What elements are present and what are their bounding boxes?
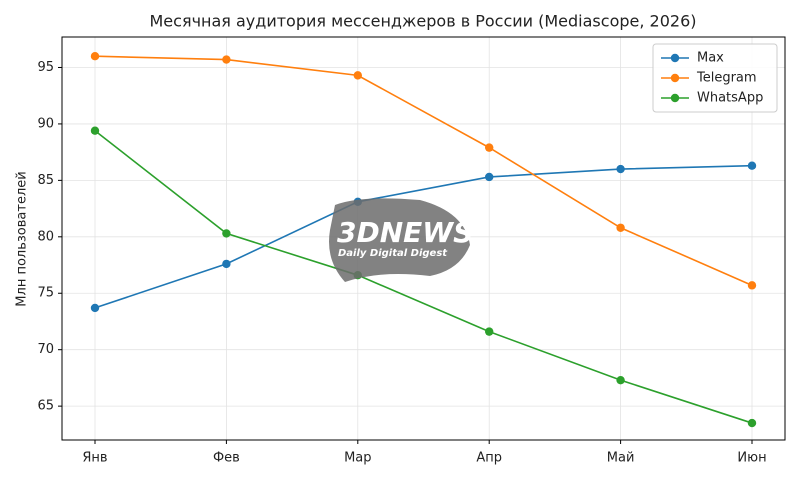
point: [485, 327, 494, 336]
series-line: [94, 55, 753, 287]
chart-title: Месячная аудитория мессенджеров в России…: [150, 12, 697, 31]
legend-marker: [670, 53, 680, 63]
legend-label: Telegram: [696, 71, 757, 86]
series-line: [94, 130, 753, 424]
point: [353, 71, 362, 80]
legend-marker: [670, 93, 680, 103]
point: [485, 172, 494, 182]
watermark: 3DNEWS Daily Digital Digest: [329, 198, 473, 282]
x-tick-label: Янв: [82, 451, 107, 466]
y-tick-label: 95: [37, 60, 54, 75]
point: [747, 161, 757, 170]
x-tick-label: Фев: [213, 451, 240, 466]
point: [485, 143, 494, 152]
x-tick-label: Мар: [344, 451, 371, 466]
watermark-tagline: Daily Digital Digest: [338, 248, 448, 259]
y-tick-label: 70: [37, 342, 54, 357]
series-line: [94, 164, 753, 309]
point: [616, 223, 625, 232]
legend: Max Telegram WhatsApp: [652, 43, 778, 113]
point: [90, 303, 100, 313]
plot-frame: [61, 36, 786, 441]
legend-box: [652, 43, 778, 113]
watermark-logo: 3DNEWS: [337, 216, 473, 249]
y-axis-label: Млн пользователей: [15, 171, 30, 306]
y-tick-label: 85: [37, 173, 54, 188]
point: [222, 55, 231, 64]
watermark-blob: [329, 198, 470, 282]
point: [90, 51, 100, 61]
legend-label: Max: [697, 51, 724, 66]
point: [616, 164, 625, 174]
y-tick-label: 80: [37, 229, 54, 244]
point: [616, 375, 625, 385]
y-tick-label: 75: [37, 286, 54, 301]
x-tick-label: Июн: [737, 451, 766, 466]
legend-label: WhatsApp: [697, 91, 763, 106]
legend-marker: [670, 73, 680, 83]
point: [90, 126, 100, 135]
point: [222, 229, 231, 238]
x-tick-label: Апр: [476, 451, 502, 466]
y-tick-label: 90: [37, 116, 54, 131]
point: [222, 259, 231, 269]
y-tick-label: 65: [37, 399, 54, 414]
point: [747, 418, 757, 428]
x-tick-label: Май: [607, 451, 635, 466]
point: [747, 281, 757, 290]
